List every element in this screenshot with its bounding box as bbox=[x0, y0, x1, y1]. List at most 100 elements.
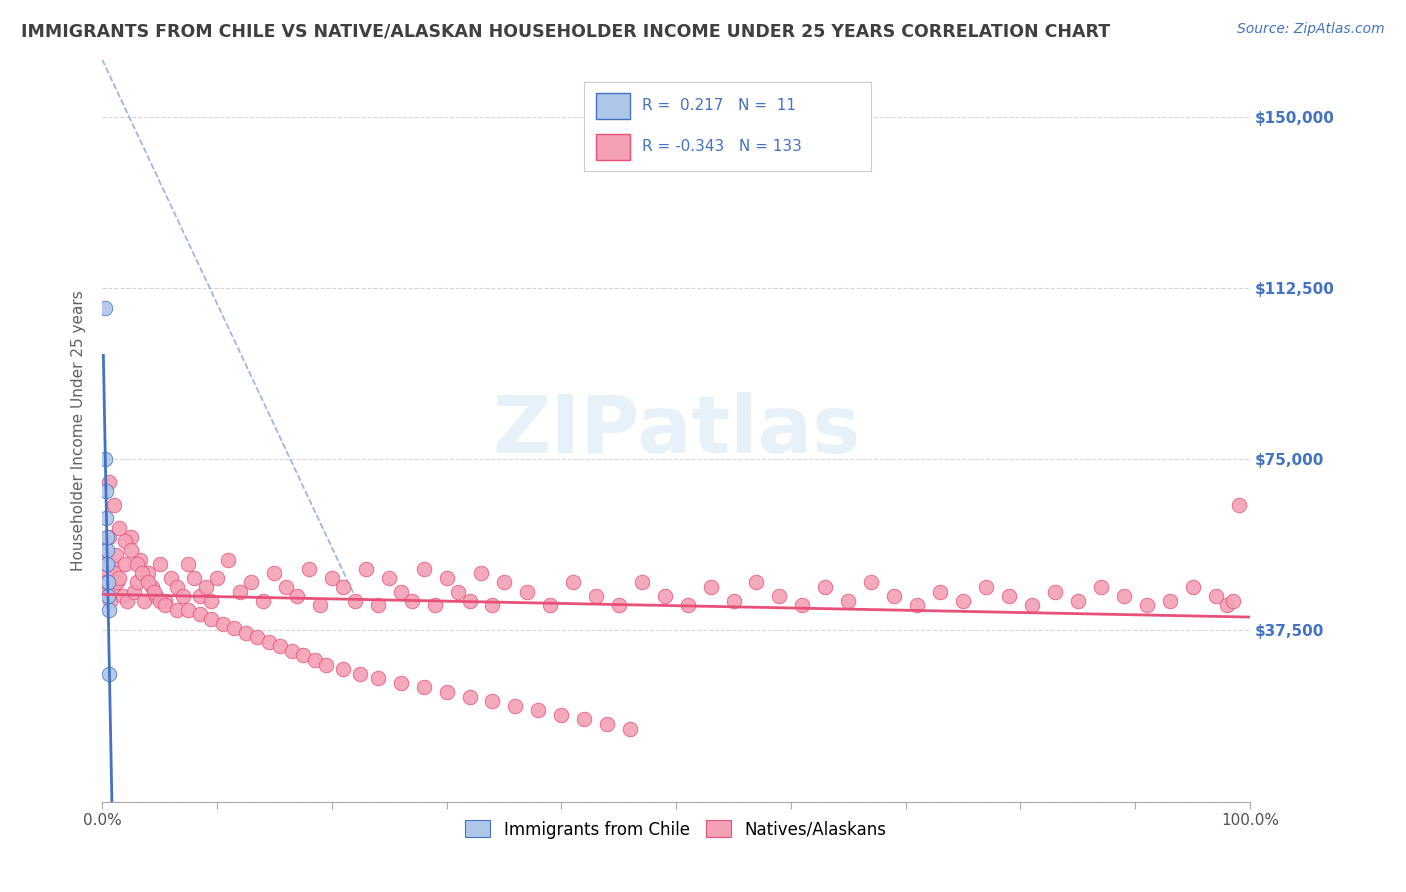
Point bbox=[619, 722, 641, 736]
Text: IMMIGRANTS FROM CHILE VS NATIVE/ALASKAN HOUSEHOLDER INCOME UNDER 25 YEARS CORREL: IMMIGRANTS FROM CHILE VS NATIVE/ALASKAN … bbox=[21, 22, 1111, 40]
Point bbox=[1181, 580, 1204, 594]
Point bbox=[125, 575, 148, 590]
Point bbox=[98, 603, 121, 617]
Point bbox=[574, 712, 596, 726]
Point bbox=[177, 557, 200, 571]
Point bbox=[596, 717, 619, 731]
Point bbox=[96, 557, 118, 571]
Point bbox=[93, 452, 115, 467]
Point bbox=[111, 589, 134, 603]
Point bbox=[367, 671, 389, 685]
Point bbox=[211, 616, 233, 631]
Point bbox=[269, 640, 291, 654]
Point bbox=[389, 584, 412, 599]
Point bbox=[194, 580, 217, 594]
Point bbox=[188, 607, 211, 622]
Point bbox=[292, 648, 315, 663]
Point bbox=[436, 685, 458, 699]
Point bbox=[492, 575, 515, 590]
Point bbox=[103, 566, 125, 581]
Point bbox=[200, 612, 222, 626]
Point bbox=[412, 681, 434, 695]
Point bbox=[1227, 498, 1250, 512]
Point bbox=[97, 575, 120, 590]
Point bbox=[149, 557, 172, 571]
Text: ZIPatlas: ZIPatlas bbox=[492, 392, 860, 469]
Legend: Immigrants from Chile, Natives/Alaskans: Immigrants from Chile, Natives/Alaskans bbox=[458, 814, 893, 846]
Point bbox=[120, 543, 142, 558]
Point bbox=[1222, 593, 1244, 607]
Point bbox=[952, 593, 974, 607]
Point bbox=[1136, 599, 1159, 613]
Point bbox=[1043, 584, 1066, 599]
Point bbox=[129, 552, 152, 566]
Point bbox=[481, 694, 503, 708]
Point bbox=[200, 593, 222, 607]
Point bbox=[1112, 589, 1135, 603]
Point bbox=[104, 548, 127, 562]
Point bbox=[125, 557, 148, 571]
Point bbox=[160, 571, 183, 585]
Point bbox=[378, 571, 401, 585]
Point bbox=[458, 690, 481, 704]
Point bbox=[367, 599, 389, 613]
Point bbox=[458, 593, 481, 607]
Point bbox=[131, 566, 153, 581]
Point bbox=[285, 589, 308, 603]
Point bbox=[93, 543, 115, 558]
Point bbox=[343, 593, 366, 607]
Point bbox=[235, 625, 257, 640]
Point bbox=[423, 599, 446, 613]
Point bbox=[447, 584, 470, 599]
Point bbox=[96, 530, 118, 544]
Point bbox=[527, 703, 550, 717]
Point bbox=[105, 575, 128, 590]
Point bbox=[257, 634, 280, 648]
Point bbox=[263, 566, 285, 581]
Point bbox=[436, 571, 458, 585]
Point bbox=[630, 575, 652, 590]
Y-axis label: Householder Income Under 25 years: Householder Income Under 25 years bbox=[72, 290, 86, 571]
Point bbox=[401, 593, 423, 607]
Point bbox=[117, 593, 139, 607]
Point bbox=[481, 599, 503, 613]
Point bbox=[298, 562, 321, 576]
Point bbox=[94, 566, 117, 581]
Point bbox=[98, 475, 121, 489]
Point bbox=[607, 599, 630, 613]
Point bbox=[141, 580, 163, 594]
Point bbox=[349, 666, 371, 681]
Point bbox=[177, 603, 200, 617]
Point bbox=[166, 603, 188, 617]
Point bbox=[412, 562, 434, 576]
Point bbox=[1205, 589, 1227, 603]
Point bbox=[470, 566, 492, 581]
Point bbox=[240, 575, 263, 590]
Point bbox=[929, 584, 952, 599]
Point bbox=[94, 484, 117, 499]
Point bbox=[354, 562, 377, 576]
Point bbox=[1090, 580, 1112, 594]
Point bbox=[145, 589, 167, 603]
Point bbox=[224, 621, 246, 635]
Point bbox=[1021, 599, 1043, 613]
Point bbox=[94, 575, 117, 590]
Point bbox=[246, 630, 269, 644]
Point bbox=[304, 653, 326, 667]
Point bbox=[1067, 593, 1090, 607]
Point bbox=[814, 580, 837, 594]
Point bbox=[505, 698, 527, 713]
Point bbox=[699, 580, 721, 594]
Point bbox=[516, 584, 538, 599]
Point bbox=[723, 593, 745, 607]
Point bbox=[188, 589, 211, 603]
Point bbox=[97, 584, 120, 599]
Point bbox=[155, 593, 177, 607]
Point bbox=[252, 593, 274, 607]
Point bbox=[792, 599, 814, 613]
Point bbox=[136, 575, 159, 590]
Point bbox=[96, 543, 118, 558]
Point bbox=[217, 552, 239, 566]
Point bbox=[883, 589, 905, 603]
Point bbox=[120, 530, 142, 544]
